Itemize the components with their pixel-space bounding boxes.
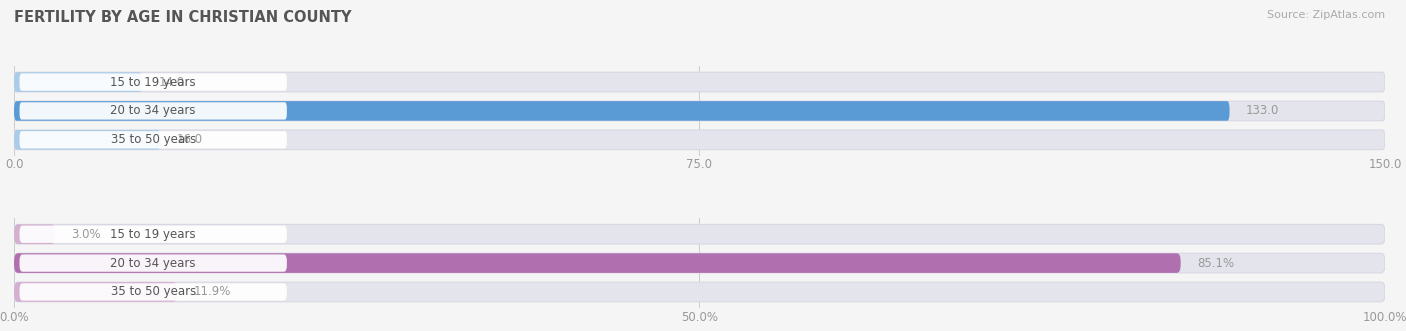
Text: 20 to 34 years: 20 to 34 years — [111, 105, 195, 118]
FancyBboxPatch shape — [20, 73, 287, 91]
FancyBboxPatch shape — [20, 283, 287, 301]
Text: FERTILITY BY AGE IN CHRISTIAN COUNTY: FERTILITY BY AGE IN CHRISTIAN COUNTY — [14, 10, 352, 25]
FancyBboxPatch shape — [20, 102, 287, 119]
Text: 35 to 50 years: 35 to 50 years — [111, 133, 195, 146]
FancyBboxPatch shape — [14, 224, 55, 244]
FancyBboxPatch shape — [14, 253, 1385, 273]
Text: 20 to 34 years: 20 to 34 years — [111, 257, 195, 269]
Text: 85.1%: 85.1% — [1197, 257, 1234, 269]
FancyBboxPatch shape — [20, 225, 287, 243]
FancyBboxPatch shape — [14, 101, 1229, 121]
FancyBboxPatch shape — [14, 72, 1385, 92]
FancyBboxPatch shape — [14, 130, 160, 150]
FancyBboxPatch shape — [14, 72, 142, 92]
FancyBboxPatch shape — [14, 282, 1385, 302]
Text: 14.0: 14.0 — [159, 75, 184, 89]
FancyBboxPatch shape — [20, 255, 287, 272]
FancyBboxPatch shape — [14, 101, 1385, 121]
Text: 15 to 19 years: 15 to 19 years — [111, 228, 195, 241]
FancyBboxPatch shape — [20, 131, 287, 149]
Text: 16.0: 16.0 — [177, 133, 202, 146]
Text: 11.9%: 11.9% — [194, 285, 231, 299]
Text: 35 to 50 years: 35 to 50 years — [111, 285, 195, 299]
FancyBboxPatch shape — [14, 224, 1385, 244]
Text: 133.0: 133.0 — [1246, 105, 1279, 118]
FancyBboxPatch shape — [14, 282, 177, 302]
Text: 3.0%: 3.0% — [72, 228, 101, 241]
FancyBboxPatch shape — [14, 130, 1385, 150]
Text: Source: ZipAtlas.com: Source: ZipAtlas.com — [1267, 10, 1385, 20]
Text: 15 to 19 years: 15 to 19 years — [111, 75, 195, 89]
FancyBboxPatch shape — [14, 253, 1181, 273]
